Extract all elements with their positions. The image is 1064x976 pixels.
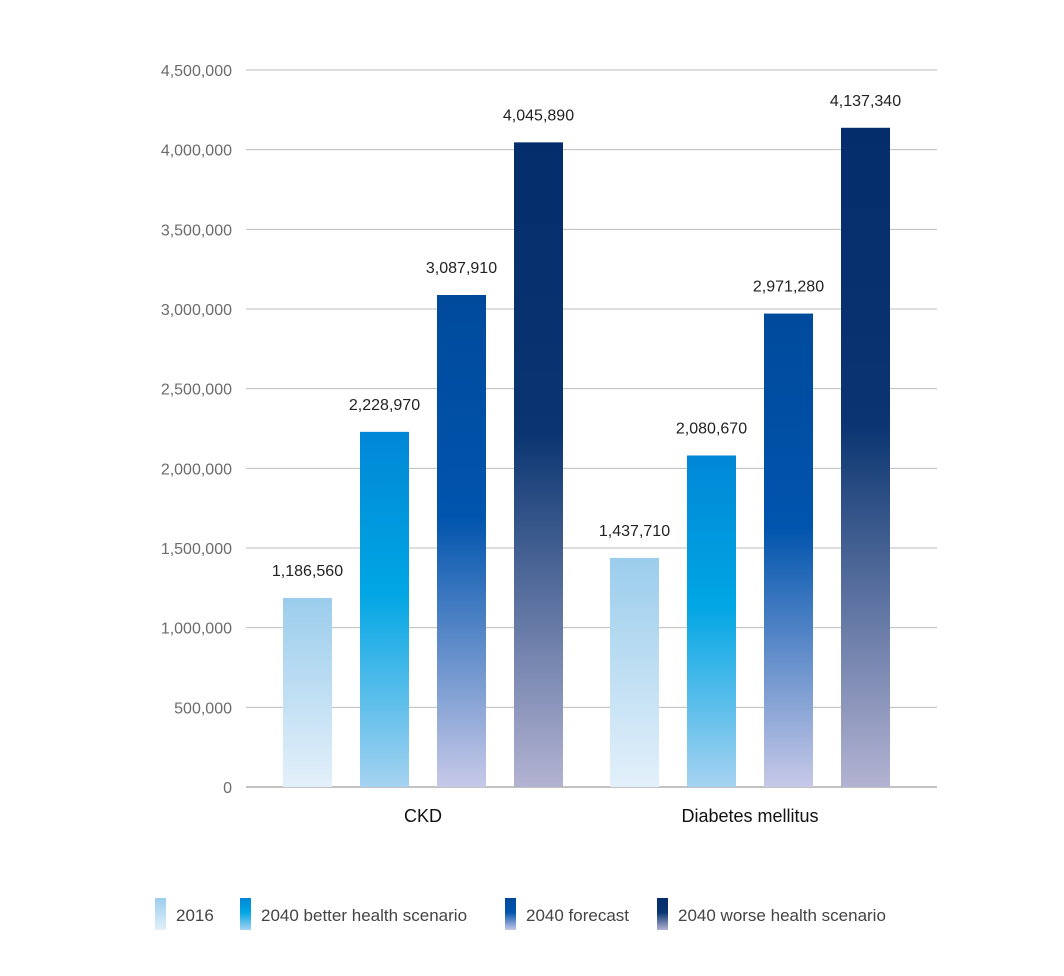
legend-swatch [155,898,166,930]
y-tick-label: 1,000,000 [161,621,232,638]
y-tick-label: 1,500,000 [161,541,232,558]
legend-label: 2040 worse health scenario [678,906,886,925]
data-label: 2,080,670 [676,420,747,437]
legend-swatch [240,898,251,930]
y-tick-label: 500,000 [174,700,232,717]
data-label: 1,186,560 [272,563,343,580]
data-label: 2,228,970 [349,397,420,414]
legend-label: 2016 [176,906,214,925]
bar [764,313,813,787]
y-tick-label: 4,500,000 [161,63,232,80]
data-labels: 1,186,560 2,228,970 3,087,910 4,045,890 1,43… [272,93,901,580]
data-label: 2,971,280 [753,279,824,296]
bar [437,294,486,787]
bars [283,127,890,788]
gridlines [246,69,937,788]
data-label: 3,087,910 [426,260,497,277]
y-tick-label: 0 [223,780,232,797]
y-tick-label: 2,500,000 [161,382,232,399]
legend-swatch [505,898,516,930]
data-label: 1,437,710 [599,523,670,540]
x-category-label: Diabetes mellitus [681,806,818,826]
bar [610,557,659,787]
bar [283,597,332,787]
bar [841,127,890,788]
data-label: 4,137,340 [830,93,901,110]
legend-label: 2040 forecast [526,906,629,925]
bar [687,455,736,787]
legend-label: 2040 better health scenario [261,906,467,925]
legend-swatch [657,898,668,930]
y-axis-ticks: 0 500,000 1,000,000 1,500,000 2,000,000 2,500… [161,63,232,797]
y-tick-label: 3,500,000 [161,222,232,239]
x-axis-categories: CKD Diabetes mellitus [404,806,819,826]
data-label: 4,045,890 [503,107,574,124]
x-category-label: CKD [404,806,442,826]
bar [360,431,409,787]
bar [514,142,563,787]
y-tick-label: 4,000,000 [161,143,232,160]
legend: 2016 2040 better health scenario 2040 fore… [155,898,886,930]
y-tick-label: 2,000,000 [161,461,232,478]
y-tick-label: 3,000,000 [161,302,232,319]
